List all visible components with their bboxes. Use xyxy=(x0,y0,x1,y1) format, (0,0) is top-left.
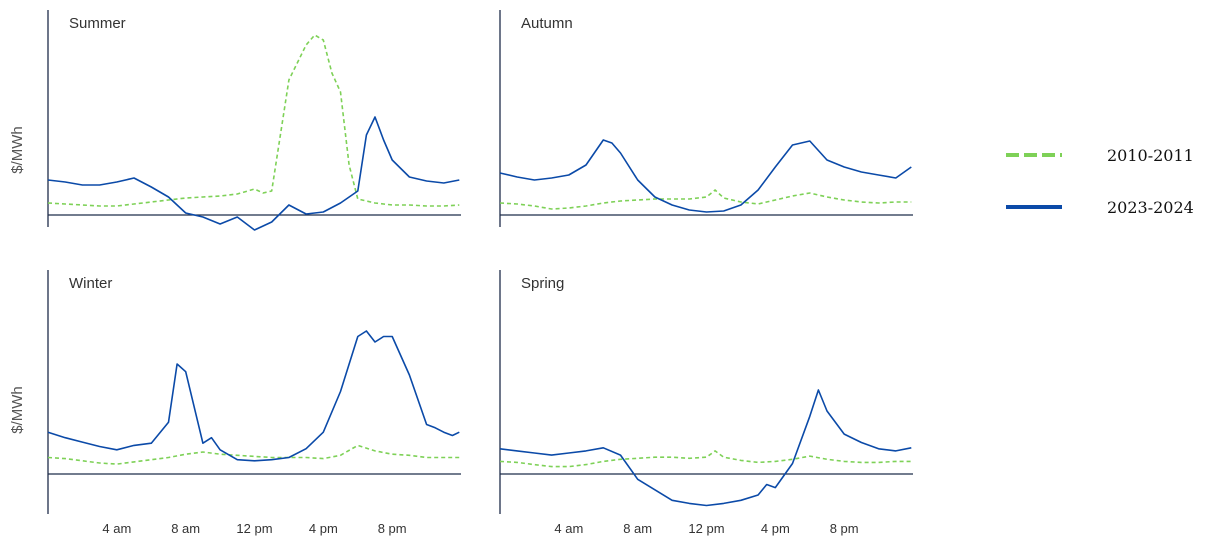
panel-title-spring: Spring xyxy=(521,275,564,292)
series-line-2010-2011-autumn xyxy=(499,189,912,210)
legend-label-2023-2024: 2023-2024 xyxy=(1107,198,1194,217)
x-tick-label: 4 pm xyxy=(761,521,790,536)
x-tick-label: 12 pm xyxy=(236,521,272,536)
panel-title-autumn: Autumn xyxy=(521,15,573,32)
legend: 2010-2011 2023-2024 xyxy=(1006,146,1194,217)
series-line-2010-2011-summer xyxy=(47,34,460,207)
x-tick-label: 12 pm xyxy=(688,521,724,536)
panel-spring: Spring 4 am 8 am 12 pm 4 pm 8 pm xyxy=(499,270,913,536)
x-tick-label: 4 pm xyxy=(309,521,338,536)
panel-summer: Summer $/MWh xyxy=(9,10,461,231)
x-tick-label: 8 am xyxy=(623,521,652,536)
series-line-2010-2011-spring xyxy=(499,450,912,468)
panel-winter: Winter $/MWh 4 am 8 am 12 pm 4 pm 8 pm xyxy=(9,270,461,536)
x-tick-label: 4 am xyxy=(554,521,583,536)
panel-autumn: Autumn xyxy=(499,10,913,227)
series-line-2023-2024-winter xyxy=(47,330,460,462)
y-axis-label-winter: $/MWh xyxy=(9,386,26,434)
x-tick-label: 4 am xyxy=(102,521,131,536)
panel-title-summer: Summer xyxy=(69,15,126,32)
x-tick-label: 8 pm xyxy=(378,521,407,536)
x-tick-label: 8 pm xyxy=(830,521,859,536)
legend-label-2010-2011: 2010-2011 xyxy=(1107,146,1194,165)
series-line-2023-2024-spring xyxy=(499,389,912,507)
x-tick-label: 8 am xyxy=(171,521,200,536)
y-axis-label-summer: $/MWh xyxy=(9,126,26,174)
series-line-2023-2024-summer xyxy=(47,116,460,231)
series-line-2023-2024-autumn xyxy=(499,139,912,213)
panel-title-winter: Winter xyxy=(69,275,112,292)
